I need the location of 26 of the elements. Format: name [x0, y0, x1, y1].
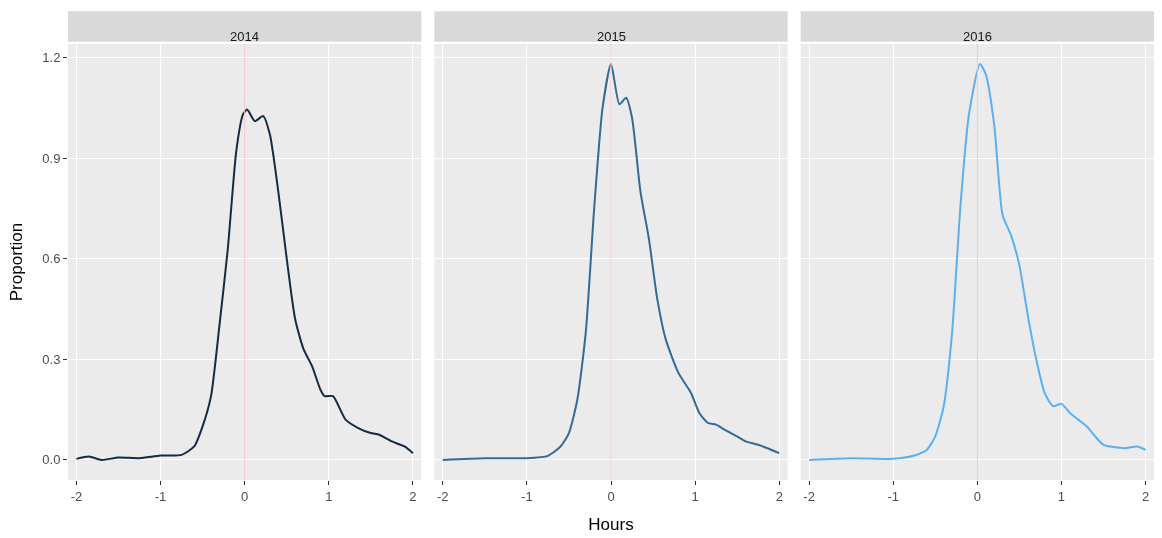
x-tick-label: -2 [436, 488, 449, 504]
y-tick-label: 1.2 [42, 49, 61, 65]
chart-title: 2016 [963, 29, 992, 44]
x-tick-label: 2 [775, 488, 783, 504]
x-tick-label: -1 [887, 488, 899, 504]
chart-title: 2015 [597, 29, 626, 44]
x-axis-title: Hours [588, 515, 634, 534]
x-tick-label: 0 [241, 488, 249, 504]
line-series [75, 108, 414, 461]
x-tick-label: -1 [521, 488, 533, 504]
x-tick-label: 0 [973, 488, 981, 504]
y-axis-title: Proportion [6, 222, 26, 302]
x-tick-label: 1 [1057, 488, 1066, 504]
x-tick-label: 1 [325, 488, 333, 504]
y-tick-label: 0.9 [42, 150, 61, 166]
y-tick-label: 0.0 [42, 452, 61, 468]
chart-title: 2014 [230, 29, 259, 44]
x-tick-label: 0 [607, 488, 615, 504]
y-tick-label: 0.6 [42, 251, 61, 267]
y-tick-label: 0.3 [42, 351, 61, 367]
x-tick-label: 2 [409, 488, 417, 504]
x-tick-label: -1 [154, 488, 167, 504]
x-tick-label: 2 [1141, 488, 1150, 504]
x-tick-label: 1 [691, 488, 699, 504]
x-tick-label: -2 [70, 488, 83, 504]
x-tick-label: -2 [803, 488, 815, 504]
